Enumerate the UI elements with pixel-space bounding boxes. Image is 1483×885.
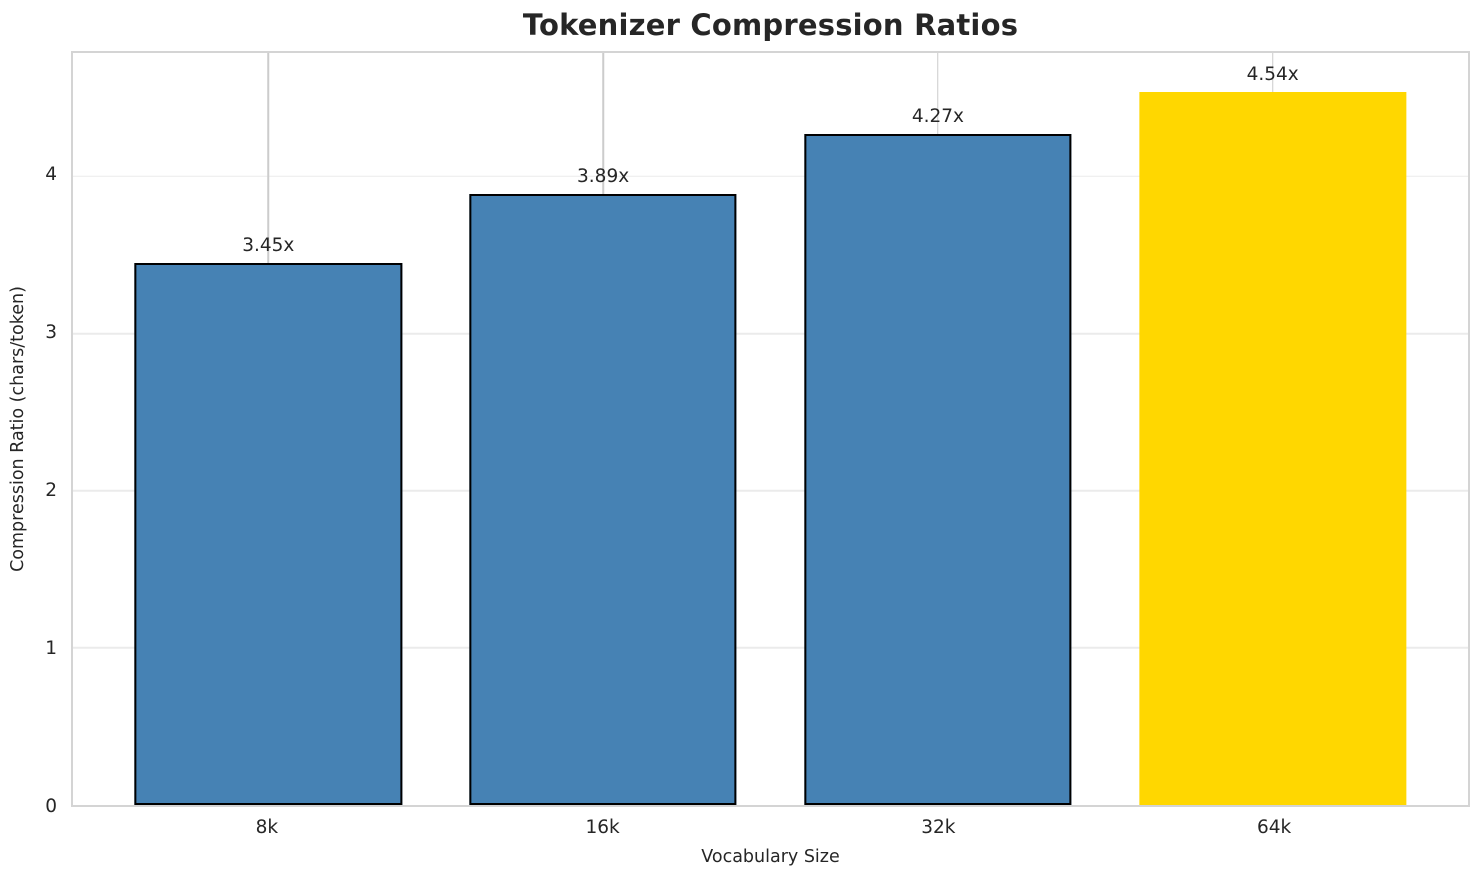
x-tick-32k: 32k (921, 817, 956, 838)
x-axis-label: Vocabulary Size (701, 847, 840, 867)
y-tick-2: 2 (45, 479, 57, 501)
x-tick-8k: 8k (255, 817, 279, 838)
h-gridline (73, 647, 1468, 649)
bar-value-label-32k: 4.27x (911, 106, 964, 128)
h-gridline (73, 489, 1468, 492)
y-tick-labels: 0 1 2 3 4 (0, 51, 57, 815)
y-tick-1: 1 (45, 637, 57, 659)
x-tick-64k: 64k (1256, 817, 1292, 838)
x-tick-labels: 8k 16k 32k 64k (71, 815, 1470, 843)
bar-value-label-64k: 4.54x (1246, 64, 1299, 86)
chart-title: Tokenizer Compression Ratios (522, 8, 1019, 42)
y-tick-4: 4 (45, 163, 57, 185)
bar-8k (134, 262, 402, 805)
h-gridline (73, 332, 1468, 335)
bar-32k (804, 133, 1072, 805)
bar-value-label-8k: 3.45x (242, 235, 295, 257)
x-tick-16k: 16k (585, 817, 620, 838)
h-gridline (73, 175, 1468, 178)
y-tick-3: 3 (45, 321, 57, 343)
y-tick-0: 0 (45, 795, 57, 817)
bar-64k (1139, 91, 1407, 805)
bar-16k (469, 193, 737, 805)
bar-value-label-16k: 3.89x (577, 166, 630, 188)
plot-area: 3.45x 3.89x 4.27x 4.54x (71, 51, 1470, 807)
